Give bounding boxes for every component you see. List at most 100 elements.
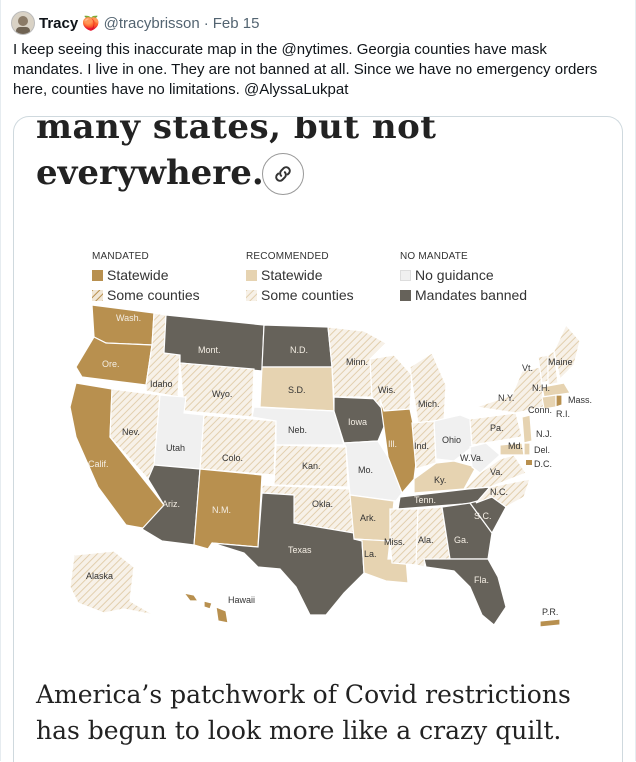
label-wash: Wash. bbox=[116, 313, 141, 323]
us-map: Wash. Ore. Calif. Idaho Nev. Mont. Wyo. … bbox=[69, 304, 592, 627]
state-hawaii bbox=[182, 592, 229, 624]
label-texas: Texas bbox=[288, 545, 312, 555]
state-wash bbox=[91, 304, 155, 346]
tweet-date[interactable]: Feb 15 bbox=[212, 14, 260, 32]
state-nj bbox=[521, 414, 533, 444]
state-ga bbox=[441, 502, 493, 560]
state-colo bbox=[199, 414, 277, 476]
label-mont: Mont. bbox=[198, 345, 221, 355]
legend-no-mandate-title: NO MANDATE bbox=[400, 251, 468, 262]
label-nm: N.M. bbox=[212, 505, 231, 515]
avatar-image-icon bbox=[16, 16, 30, 34]
separator-dot: · bbox=[203, 14, 209, 32]
swatch-dc bbox=[526, 460, 532, 465]
display-name[interactable]: Tracy bbox=[39, 14, 79, 32]
label-minn: Minn. bbox=[346, 357, 368, 367]
caption-line1: America’s patchwork of Covid restriction… bbox=[36, 680, 571, 709]
legend-recommended-title: RECOMMENDED bbox=[246, 251, 329, 262]
label-calif: Calif. bbox=[88, 459, 109, 469]
label-pr: P.R. bbox=[542, 607, 558, 617]
swatch-no-guidance bbox=[400, 269, 411, 281]
label-ore: Ore. bbox=[102, 359, 120, 369]
state-ri bbox=[555, 394, 563, 408]
legend-mandated-some: Some counties bbox=[107, 287, 200, 303]
user-handle[interactable]: @tracybrisson bbox=[103, 14, 200, 32]
label-tenn: Tenn. bbox=[414, 495, 436, 505]
tweet-media-image[interactable]: many states, but not everywhere. MAND bbox=[13, 116, 623, 762]
state-alaska bbox=[69, 550, 155, 616]
label-ala: Ala. bbox=[418, 535, 434, 545]
label-kan: Kan. bbox=[302, 461, 321, 471]
peach-emoji-icon: 🍑 bbox=[82, 14, 100, 31]
legend-no-mandate: NO MANDATE No guidance Mandates banned bbox=[400, 251, 527, 305]
label-neb: Neb. bbox=[288, 425, 307, 435]
label-wva: W.Va. bbox=[460, 453, 483, 463]
state-maine bbox=[553, 323, 581, 381]
label-nj: N.J. bbox=[536, 429, 552, 439]
state-nh bbox=[547, 349, 559, 386]
label-nd: N.D. bbox=[290, 345, 308, 355]
label-ill: Ill. bbox=[388, 439, 397, 449]
swatch-mandated-some bbox=[92, 289, 103, 301]
label-iowa: Iowa bbox=[348, 417, 367, 427]
label-la: La. bbox=[364, 549, 377, 559]
article-headline-line1: many states, but not bbox=[36, 116, 437, 147]
swatch-mandates-banned bbox=[400, 289, 411, 301]
avatar[interactable] bbox=[11, 11, 35, 35]
label-maine: Maine bbox=[548, 357, 573, 367]
label-del: Del. bbox=[534, 445, 550, 455]
label-dc: D.C. bbox=[534, 459, 552, 469]
legend-recommended-some: Some counties bbox=[261, 287, 354, 303]
state-del bbox=[523, 442, 531, 456]
label-mich: Mich. bbox=[418, 399, 440, 409]
label-ga: Ga. bbox=[454, 535, 469, 545]
label-fla: Fla. bbox=[474, 575, 489, 585]
label-miss: Miss. bbox=[384, 537, 405, 547]
label-ny: N.Y. bbox=[498, 393, 514, 403]
label-nev: Nev. bbox=[122, 427, 140, 437]
state-kan bbox=[273, 444, 349, 488]
legend-mandated-title: MANDATED bbox=[92, 251, 149, 262]
article-headline-line2: everywhere. bbox=[36, 153, 264, 193]
label-nc: N.C. bbox=[490, 487, 508, 497]
state-labels: Wash. Ore. Calif. Idaho Nev. Mont. Wyo. … bbox=[86, 313, 592, 617]
label-mo: Mo. bbox=[358, 465, 373, 475]
label-vt: Vt. bbox=[522, 363, 533, 373]
label-ind: Ind. bbox=[414, 441, 429, 451]
state-ill bbox=[379, 398, 419, 495]
label-nh: N.H. bbox=[532, 383, 550, 393]
label-idaho: Idaho bbox=[150, 379, 173, 389]
state-texas bbox=[211, 492, 365, 616]
label-ariz: Ariz. bbox=[162, 499, 180, 509]
tweet-text: I keep seeing this inaccurate map in the… bbox=[13, 41, 598, 98]
label-utah: Utah bbox=[166, 443, 185, 453]
label-sc: S.C. bbox=[474, 511, 492, 521]
state-fla bbox=[423, 558, 507, 626]
label-md: Md. bbox=[508, 441, 523, 451]
legend-recommended: RECOMMENDED Statewide Some counties bbox=[246, 251, 354, 305]
state-mo bbox=[343, 440, 403, 502]
label-colo: Colo. bbox=[222, 453, 243, 463]
state-mich bbox=[409, 352, 447, 424]
swatch-mandated-statewide bbox=[92, 269, 103, 281]
label-ohio: Ohio bbox=[442, 435, 461, 445]
state-mass bbox=[541, 382, 571, 398]
state-miss bbox=[389, 508, 419, 566]
label-alaska: Alaska bbox=[86, 571, 113, 581]
link-icon[interactable] bbox=[262, 153, 304, 195]
article-caption: America’s patchwork of Covid restriction… bbox=[36, 677, 571, 749]
state-pa bbox=[469, 412, 523, 446]
label-conn: Conn. bbox=[528, 405, 552, 415]
label-mass: Mass. bbox=[568, 395, 592, 405]
label-wyo: Wyo. bbox=[212, 389, 232, 399]
state-la bbox=[353, 538, 409, 584]
swatch-recommended-statewide bbox=[246, 269, 257, 281]
swatch-recommended-some bbox=[246, 289, 257, 301]
chain-link-icon bbox=[275, 166, 291, 182]
label-hawaii: Hawaii bbox=[228, 595, 255, 605]
label-ri: R.I. bbox=[556, 409, 570, 419]
state-wis bbox=[369, 354, 413, 412]
tweet-header: Tracy 🍑 @tracybrisson · Feb 15 bbox=[11, 10, 259, 36]
label-wis: Wis. bbox=[378, 385, 396, 395]
